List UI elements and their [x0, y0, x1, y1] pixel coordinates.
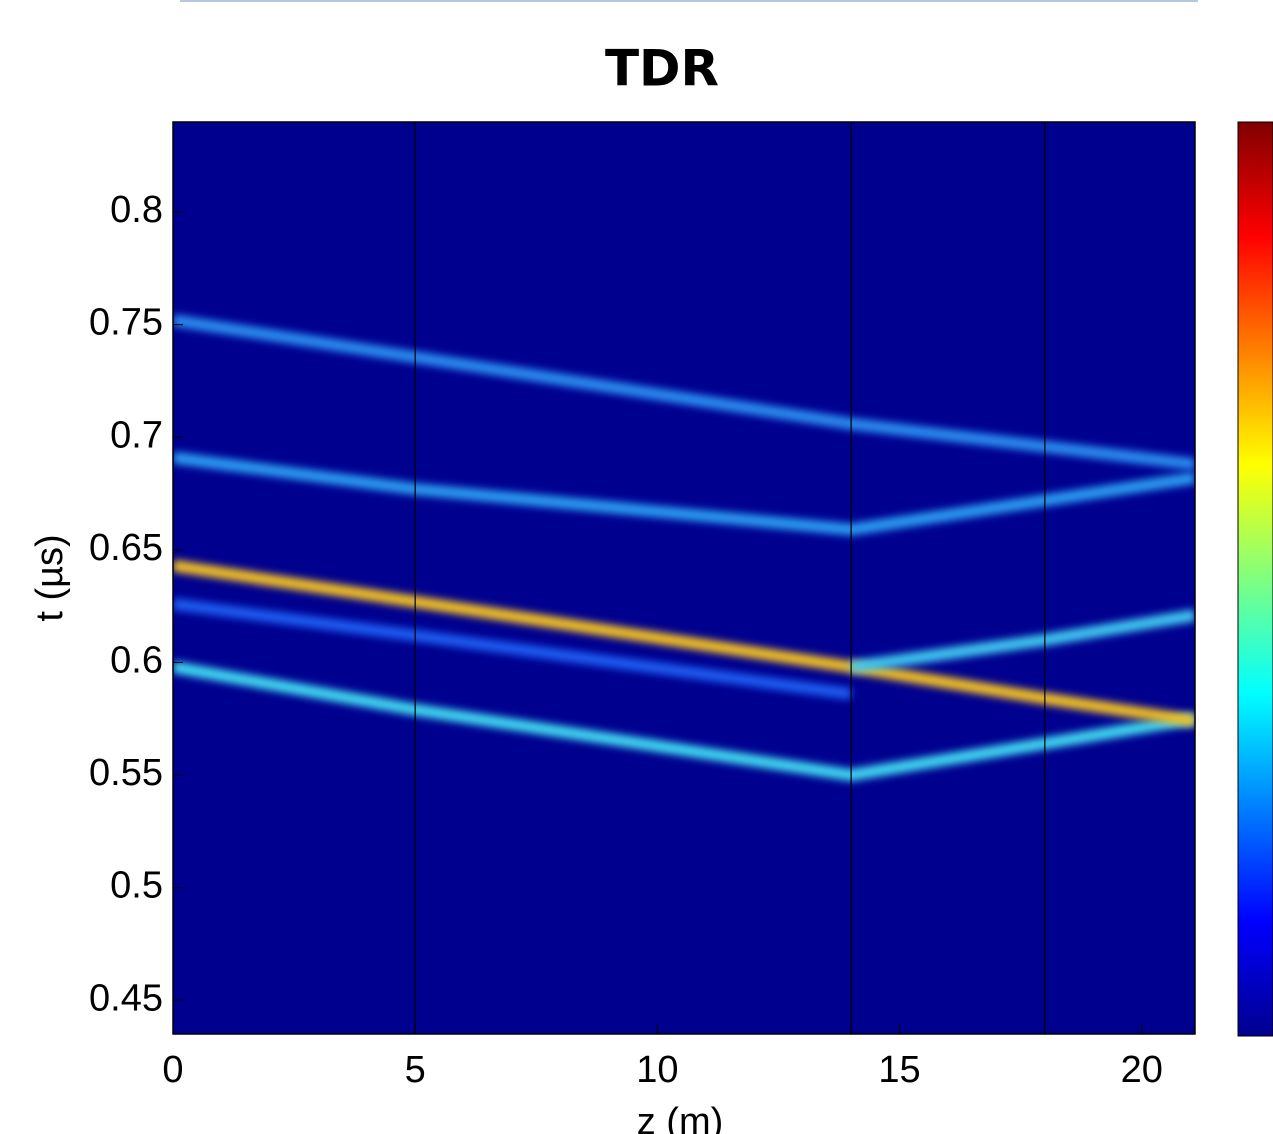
plot-frame: [172, 121, 1196, 1035]
x-tick-label: 15: [878, 1049, 920, 1091]
y-tick-label: 0.7: [110, 414, 163, 456]
ridge-line: [173, 451, 1195, 536]
y-tick-label: 0.75: [89, 302, 163, 344]
y-tick-label: 0.45: [89, 977, 163, 1019]
y-axis-label: t (µs): [29, 534, 71, 621]
colorbar: [1237, 121, 1273, 1037]
x-tick-label: 5: [405, 1049, 426, 1091]
heatmap-background: [173, 122, 1195, 1034]
y-tick-label: 0.5: [110, 865, 163, 907]
x-tick-label: 10: [636, 1049, 678, 1091]
plot-area: [173, 122, 1195, 1034]
y-tick-label: 0.55: [89, 752, 163, 794]
x-axis-label: z (m): [637, 1101, 724, 1134]
chart-title: TDR: [605, 40, 719, 98]
x-tick-label: 0: [162, 1049, 183, 1091]
y-tick-label: 0.65: [89, 527, 163, 569]
x-tick-label: 20: [1121, 1049, 1163, 1091]
y-tick-label: 0.6: [110, 639, 163, 681]
y-tick-label: 0.8: [110, 189, 163, 231]
